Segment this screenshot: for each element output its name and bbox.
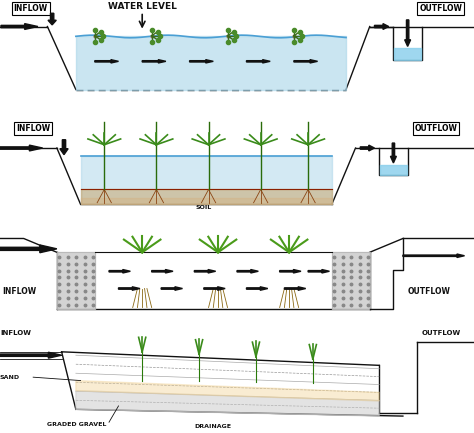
- FancyArrow shape: [48, 13, 56, 25]
- Text: INFLOW: INFLOW: [14, 4, 48, 13]
- FancyArrow shape: [0, 245, 57, 253]
- Polygon shape: [76, 391, 379, 416]
- FancyArrow shape: [118, 287, 140, 290]
- FancyArrow shape: [1, 24, 38, 29]
- Text: GRADED GRAVEL: GRADED GRAVEL: [47, 422, 107, 427]
- FancyArrow shape: [294, 60, 318, 63]
- FancyArrow shape: [284, 287, 306, 290]
- Text: SAND: SAND: [0, 375, 20, 380]
- Text: OUTFLOW: OUTFLOW: [419, 4, 462, 13]
- FancyArrow shape: [161, 287, 182, 290]
- FancyArrow shape: [194, 269, 216, 273]
- Text: OUTFLOW: OUTFLOW: [415, 124, 457, 132]
- Text: SOIL: SOIL: [196, 205, 212, 210]
- FancyArrow shape: [204, 287, 225, 290]
- FancyArrow shape: [142, 60, 166, 63]
- Text: INFLOW: INFLOW: [16, 124, 50, 132]
- FancyArrow shape: [405, 20, 410, 46]
- Polygon shape: [332, 252, 370, 309]
- FancyArrow shape: [280, 269, 301, 273]
- FancyArrow shape: [0, 145, 43, 151]
- Text: WATER LEVEL: WATER LEVEL: [108, 2, 177, 11]
- FancyArrow shape: [374, 24, 389, 29]
- FancyArrow shape: [391, 143, 396, 163]
- FancyArrow shape: [237, 269, 258, 273]
- Polygon shape: [57, 252, 95, 309]
- FancyArrow shape: [0, 352, 62, 358]
- FancyArrow shape: [403, 254, 465, 258]
- FancyArrow shape: [95, 60, 118, 63]
- Text: INFLOW: INFLOW: [2, 287, 36, 296]
- FancyArrow shape: [190, 60, 213, 63]
- FancyArrow shape: [246, 60, 270, 63]
- FancyArrow shape: [246, 287, 268, 290]
- Text: DRAINAGE: DRAINAGE: [195, 424, 232, 429]
- Text: OUTFLOW: OUTFLOW: [422, 330, 461, 336]
- Text: INFLOW: INFLOW: [0, 330, 31, 336]
- FancyArrow shape: [360, 145, 374, 151]
- FancyArrow shape: [109, 269, 130, 273]
- Text: OUTFLOW: OUTFLOW: [408, 287, 450, 296]
- FancyArrow shape: [60, 140, 68, 155]
- FancyArrow shape: [308, 269, 329, 273]
- FancyArrow shape: [152, 269, 173, 273]
- Polygon shape: [76, 381, 379, 401]
